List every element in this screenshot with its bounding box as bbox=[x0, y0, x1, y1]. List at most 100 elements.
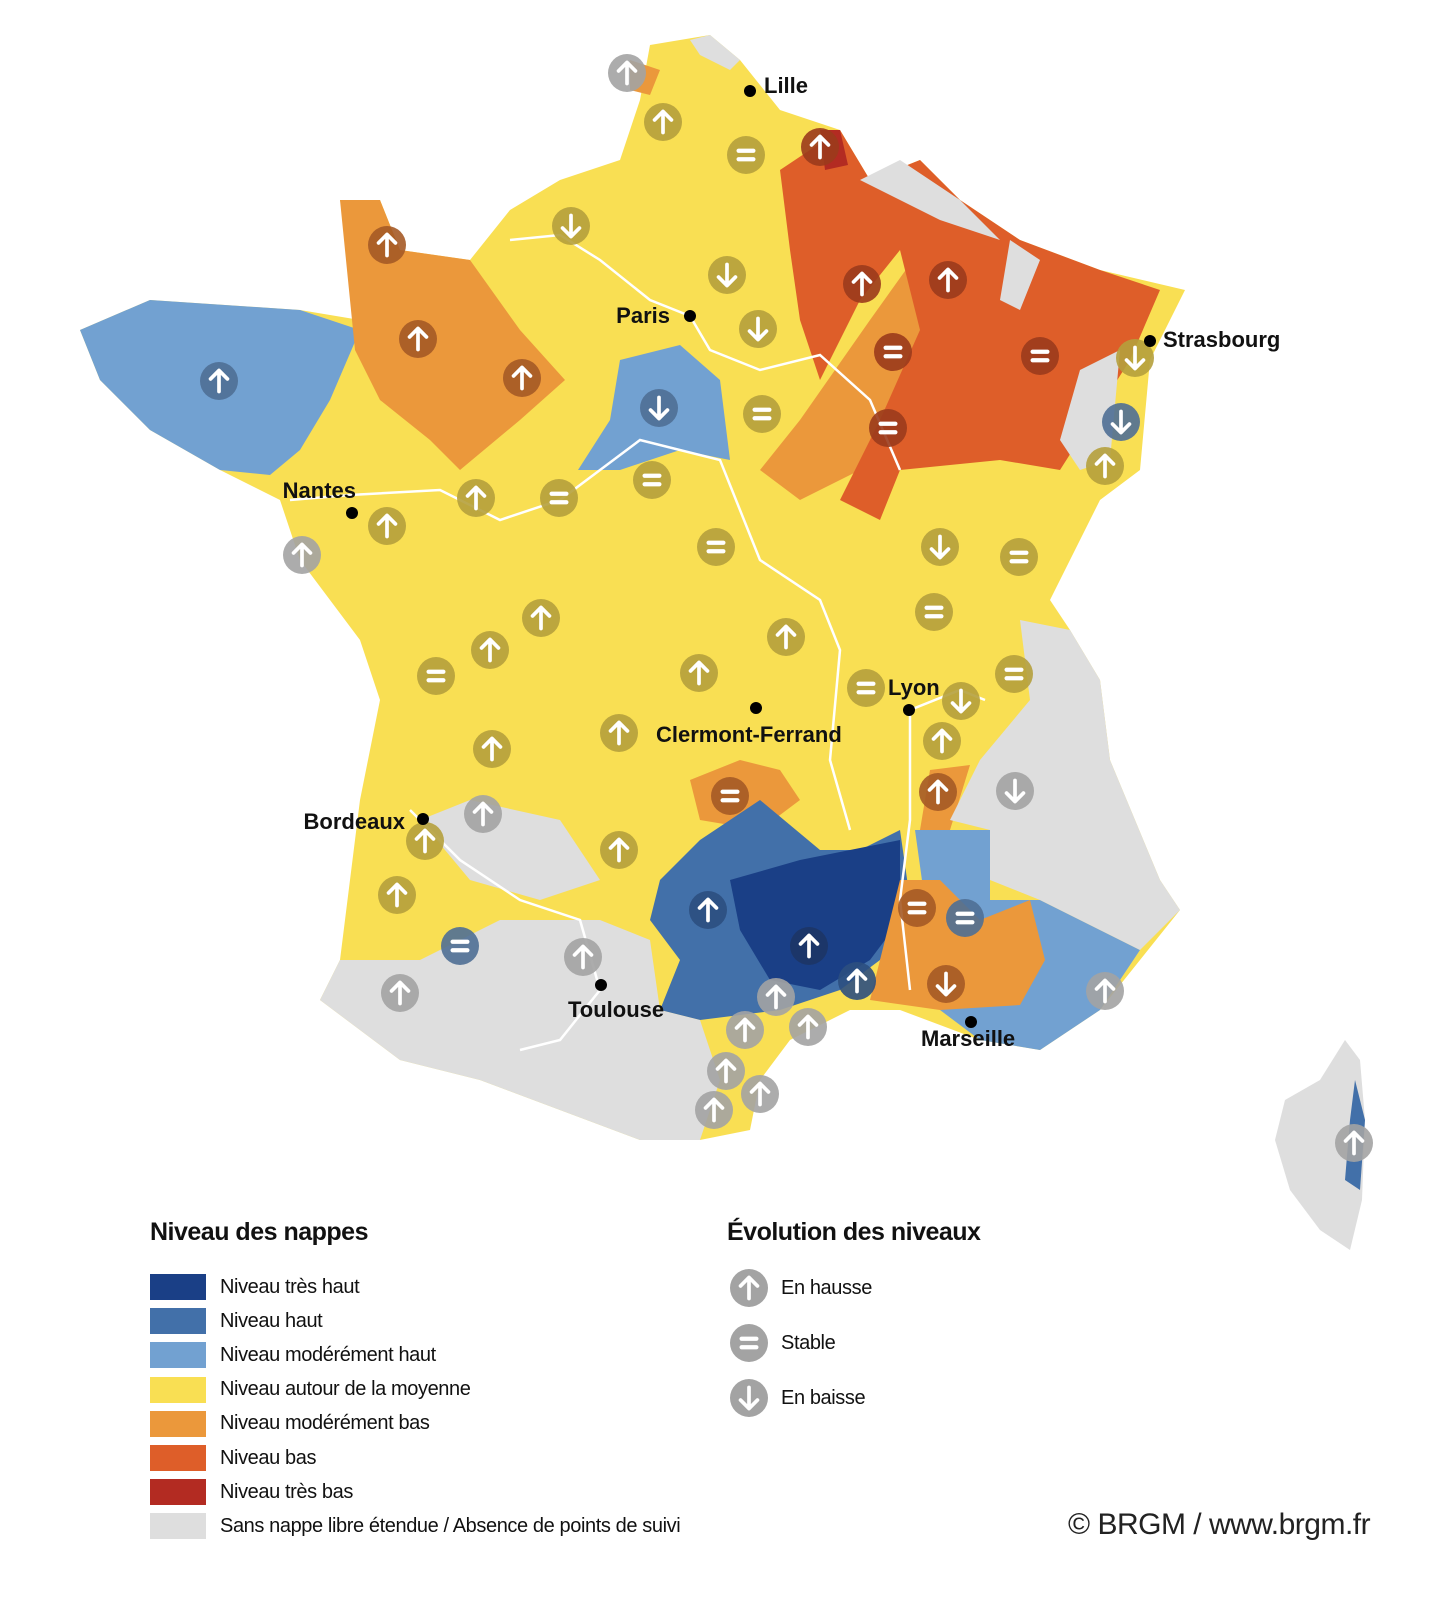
trend-up-marker bbox=[399, 320, 437, 358]
trend-stable-marker bbox=[633, 461, 671, 499]
city-dot bbox=[965, 1016, 977, 1028]
region-alsace-sans-nappe bbox=[1060, 350, 1120, 470]
region-aquitaine-sans-nappe bbox=[420, 800, 600, 900]
legend-level-item: Niveau modérément bas bbox=[150, 1410, 430, 1437]
region-northeast-moderement-bas bbox=[760, 250, 960, 500]
city-dot bbox=[346, 507, 358, 519]
trend-up-marker bbox=[1335, 1124, 1373, 1162]
legend-label: En hausse bbox=[781, 1276, 872, 1299]
trend-down-marker bbox=[552, 207, 590, 245]
legend-label: En baisse bbox=[781, 1386, 866, 1409]
city-dot bbox=[417, 813, 429, 825]
city-label: Toulouse bbox=[568, 997, 664, 1022]
legend-level-item: Niveau très bas bbox=[150, 1479, 353, 1506]
legend-level-item: Niveau haut bbox=[150, 1308, 323, 1335]
trend-stable-marker bbox=[727, 136, 765, 174]
city-label: Lille bbox=[764, 73, 808, 98]
river-garonne bbox=[409, 809, 602, 1052]
trend-up-marker bbox=[707, 1052, 745, 1090]
legend-label: Niveau modérément bas bbox=[220, 1412, 430, 1435]
city-label: Marseille bbox=[921, 1026, 1015, 1051]
legend-label: Sans nappe libre étendue / Absence de po… bbox=[220, 1514, 681, 1537]
trend-up-marker bbox=[919, 773, 957, 811]
legend-label: Niveau autour de la moyenne bbox=[220, 1378, 471, 1401]
trend-stable-marker bbox=[417, 657, 455, 695]
trend-up-marker bbox=[200, 362, 238, 400]
trend-up-marker bbox=[741, 1075, 779, 1113]
legend-level-item: Sans nappe libre étendue / Absence de po… bbox=[150, 1513, 681, 1540]
trend-up-marker bbox=[801, 128, 839, 166]
trend-up-marker bbox=[1086, 972, 1124, 1010]
legend-swatch bbox=[150, 1479, 206, 1506]
trend-up-marker bbox=[929, 261, 967, 299]
trend-up-marker bbox=[838, 962, 876, 1000]
legend-swatch bbox=[150, 1274, 206, 1300]
city-label: Lyon bbox=[888, 675, 940, 700]
legend-label: Niveau très haut bbox=[220, 1275, 360, 1298]
trend-stable-marker bbox=[898, 889, 936, 927]
city-dot bbox=[903, 704, 915, 716]
legend-swatch bbox=[150, 1410, 206, 1437]
river-loire bbox=[289, 438, 852, 831]
trend-up-marker bbox=[790, 927, 828, 965]
city-dot bbox=[744, 85, 756, 97]
trend-up-marker bbox=[726, 1011, 764, 1049]
legend-trend-item: En baisse bbox=[729, 1378, 866, 1418]
trend-up-marker bbox=[757, 978, 795, 1016]
legend-trend-title: Évolution des niveaux bbox=[727, 1218, 981, 1246]
trend-stable-marker bbox=[874, 333, 912, 371]
trend-up-marker bbox=[923, 722, 961, 760]
trend-stable-marker bbox=[1021, 337, 1059, 375]
trend-up-marker bbox=[695, 1091, 733, 1129]
trend-up-marker bbox=[767, 618, 805, 656]
trend-stable-marker bbox=[1000, 538, 1038, 576]
region-vosges-sans-nappe bbox=[1000, 240, 1040, 310]
credit-text: © BRGM / www.brgm.fr bbox=[1068, 1508, 1371, 1541]
trend-down-marker bbox=[942, 682, 980, 720]
legend-swatch bbox=[150, 1513, 206, 1540]
legend-level-item: Niveau autour de la moyenne bbox=[150, 1376, 471, 1403]
region-south-tres-haut bbox=[730, 840, 900, 990]
trend-up-marker bbox=[689, 891, 727, 929]
equals-icon bbox=[730, 1324, 768, 1362]
trend-up-marker bbox=[368, 226, 406, 264]
legend-label: Niveau haut bbox=[220, 1309, 323, 1332]
trend-up-marker bbox=[471, 631, 509, 669]
legend-swatch bbox=[150, 1376, 206, 1403]
legend-label: Niveau modérément haut bbox=[220, 1343, 436, 1366]
trend-stable-marker bbox=[540, 479, 578, 517]
trend-up-marker bbox=[522, 599, 560, 637]
trend-up-marker bbox=[600, 831, 638, 869]
trend-stable-marker bbox=[995, 655, 1033, 693]
legend-trend-item: Stable bbox=[729, 1323, 836, 1363]
trend-up-marker bbox=[406, 822, 444, 860]
legend-label: Niveau bas bbox=[220, 1446, 317, 1469]
trend-stable-marker bbox=[697, 528, 735, 566]
trend-down-marker bbox=[921, 528, 959, 566]
legend-swatch bbox=[150, 1445, 206, 1471]
trend-up-marker bbox=[608, 54, 646, 92]
city-label: Clermont-Ferrand bbox=[656, 722, 842, 747]
legend-label: Niveau très bas bbox=[220, 1480, 353, 1503]
trend-up-marker bbox=[457, 479, 495, 517]
trend-up-marker bbox=[283, 536, 321, 574]
trend-up-marker bbox=[378, 876, 416, 914]
trend-up-marker bbox=[368, 507, 406, 545]
legend-level-item: Niveau bas bbox=[150, 1445, 316, 1471]
legend-swatch bbox=[150, 1342, 206, 1369]
trend-up-marker bbox=[680, 654, 718, 692]
trend-up-marker bbox=[503, 359, 541, 397]
arrow-down-icon bbox=[730, 1379, 768, 1417]
city-label: Strasbourg bbox=[1163, 327, 1280, 352]
trend-stable-marker bbox=[869, 409, 907, 447]
arrow-up-icon bbox=[730, 1269, 768, 1307]
trend-up-marker bbox=[564, 938, 602, 976]
legend-swatch bbox=[150, 1308, 206, 1335]
trend-stable-marker bbox=[743, 395, 781, 433]
trend-stable-marker bbox=[915, 593, 953, 631]
trend-up-marker bbox=[381, 974, 419, 1012]
city-label: Bordeaux bbox=[304, 809, 406, 834]
trend-down-marker bbox=[640, 389, 678, 427]
